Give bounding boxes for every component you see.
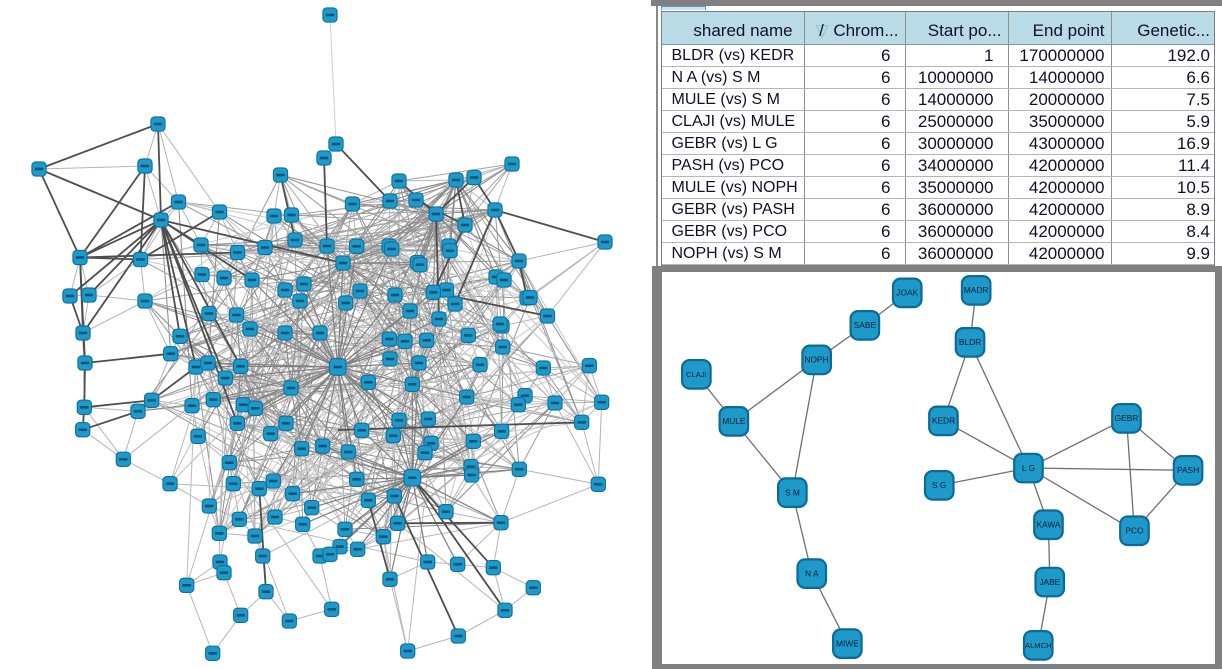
- svg-text:S M: S M: [784, 488, 799, 498]
- svg-text:MULE: MULE: [722, 416, 746, 426]
- svg-text:CLAJI: CLAJI: [686, 370, 707, 379]
- svg-text:KAWA: KAWA: [1036, 520, 1060, 530]
- svg-text:PASH: PASH: [1177, 465, 1199, 475]
- svg-text:JOAK: JOAK: [896, 288, 918, 298]
- svg-text:BLDR: BLDR: [958, 337, 980, 347]
- svg-text:PCO: PCO: [1125, 526, 1144, 536]
- svg-text:JABE: JABE: [1039, 577, 1060, 587]
- svg-text:ALMCH: ALMCH: [1025, 641, 1052, 650]
- svg-text:GEBR: GEBR: [1114, 413, 1138, 423]
- svg-text:NOPH: NOPH: [804, 355, 828, 365]
- svg-text:S G: S G: [931, 480, 945, 490]
- svg-text:L G: L G: [1021, 463, 1034, 473]
- svg-text:MIWE: MIWE: [836, 638, 859, 648]
- svg-text:MADR: MADR: [963, 285, 988, 295]
- svg-text:KEDR: KEDR: [931, 416, 954, 426]
- svg-text:SABE: SABE: [853, 320, 876, 330]
- svg-text:N A: N A: [805, 568, 819, 578]
